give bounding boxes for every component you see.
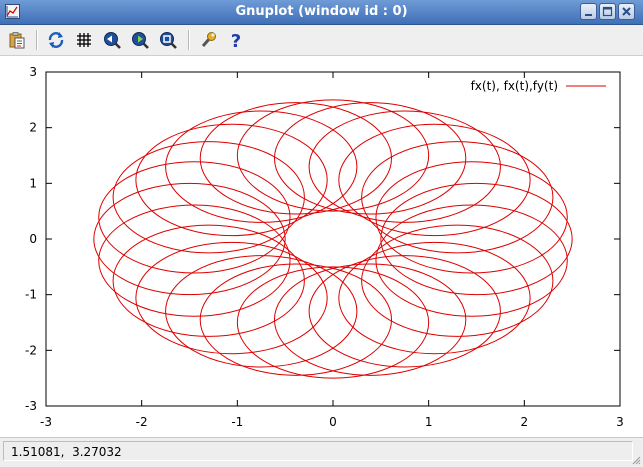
- zoom-next-icon: [132, 32, 149, 49]
- y-tick-label: 3: [29, 65, 37, 79]
- curve-circle: [93, 182, 286, 296]
- y-tick-label: -2: [25, 343, 37, 357]
- x-tick-label: 1: [425, 415, 433, 429]
- curve-circle: [135, 241, 328, 355]
- y-tick-label: -1: [25, 288, 37, 302]
- maximize-button[interactable]: [599, 3, 616, 20]
- options-button[interactable]: [198, 30, 218, 50]
- replot-icon: [48, 32, 64, 48]
- plot-area[interactable]: -3 -2 -1 0 1 2 3 -3 -2 -1 0 1 2 3 fx(t), fx(t),fy(t): [0, 56, 643, 437]
- curve-circle: [380, 182, 573, 296]
- x-tick-label: 0: [329, 415, 337, 429]
- x-tick-label: -3: [40, 415, 52, 429]
- toolbar: ?: [0, 25, 643, 56]
- zoom-previous-icon: [104, 32, 121, 49]
- curve-circle: [308, 255, 501, 368]
- curve-circle: [199, 102, 393, 215]
- status-bar: 1.51081, 3.27032: [0, 437, 643, 467]
- y-tick-label: 2: [29, 121, 37, 135]
- legend: fx(t), fx(t),fy(t): [471, 79, 606, 93]
- curve-circle: [98, 161, 291, 274]
- curve-circle: [135, 123, 328, 237]
- minimize-button[interactable]: [580, 3, 597, 20]
- x-tick-label: -1: [231, 415, 243, 429]
- curve-circle: [112, 141, 305, 254]
- curve-circle: [338, 241, 531, 355]
- minimize-icon: [585, 14, 592, 16]
- status-field: 1.51081, 3.27032: [3, 441, 633, 461]
- curve-circle: [236, 266, 430, 379]
- x-tick-label: 3: [616, 415, 624, 429]
- resize-grip-icon[interactable]: [631, 455, 641, 465]
- curve-circle: [165, 110, 358, 223]
- title-bar[interactable]: Gnuplot (window id : 0): [0, 0, 643, 25]
- plot-canvas[interactable]: -3 -2 -1 0 1 2 3 -3 -2 -1 0 1 2 3 fx(t), fx(t),fy(t): [0, 56, 643, 437]
- curve-circle: [338, 123, 531, 237]
- grid-icon: [77, 33, 91, 47]
- copy-to-clipboard-button[interactable]: [7, 30, 27, 50]
- curve-circle: [361, 141, 554, 254]
- help-icon: ?: [231, 31, 241, 50]
- zoom-next-button[interactable]: [130, 30, 150, 50]
- y-tick-label: 0: [29, 232, 37, 246]
- toolbar-separator: [188, 30, 190, 50]
- curve-circle: [308, 110, 501, 223]
- zoom-previous-button[interactable]: [102, 30, 122, 50]
- curve-circle: [375, 161, 568, 274]
- curve-circle: [165, 255, 358, 368]
- autoscale-icon: [160, 32, 177, 49]
- curve-circle: [273, 263, 467, 376]
- gnuplot-app-icon[interactable]: [5, 4, 20, 19]
- mouse-coordinates: 1.51081, 3.27032: [11, 445, 122, 459]
- wrench-icon: [201, 32, 216, 47]
- legend-label: fx(t), fx(t),fy(t): [471, 79, 558, 93]
- replot-button[interactable]: [46, 30, 66, 50]
- grid-button[interactable]: [74, 30, 94, 50]
- curve-circle: [375, 204, 568, 317]
- autoscale-button[interactable]: [158, 30, 178, 50]
- curve-circle: [236, 99, 430, 212]
- x-tick-label: -2: [136, 415, 148, 429]
- toolbar-separator: [36, 30, 38, 50]
- tick-layer: -3 -2 -1 0 1 2 3 -3 -2 -1 0 1 2 3: [25, 65, 624, 429]
- window-title: Gnuplot (window id : 0): [235, 4, 408, 19]
- curve-circle: [112, 224, 305, 337]
- close-icon: [622, 7, 631, 16]
- curve-layer: [93, 99, 573, 379]
- copy-to-clipboard-icon: [9, 32, 25, 49]
- maximize-icon: [602, 6, 613, 17]
- help-button[interactable]: ?: [226, 30, 246, 50]
- x-tick-label: 2: [521, 415, 529, 429]
- close-button[interactable]: [618, 3, 635, 20]
- y-tick-label: -3: [25, 399, 37, 413]
- plot-border: [45, 71, 621, 407]
- y-tick-label: 1: [29, 176, 37, 190]
- svg-text:?: ?: [231, 31, 241, 50]
- curve-circle: [199, 263, 393, 376]
- curve-circle: [361, 224, 554, 337]
- curve-circle: [98, 204, 291, 317]
- curve-circle: [273, 102, 467, 215]
